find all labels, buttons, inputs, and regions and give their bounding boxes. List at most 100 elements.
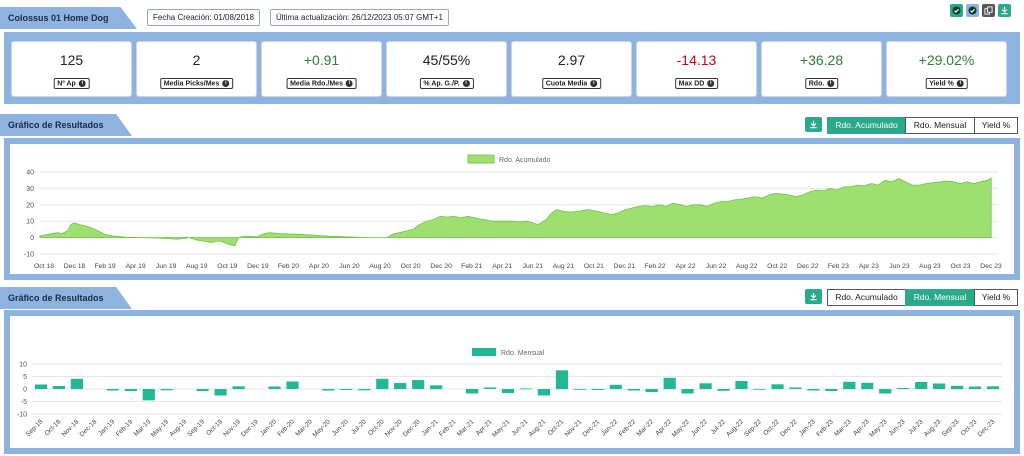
section1-title: Gráfico de Resultados — [0, 114, 132, 136]
bar — [825, 389, 838, 391]
x-tick-label: Sep-22 — [743, 418, 763, 438]
x-tick-label: Feb 23 — [828, 263, 849, 270]
bar — [986, 386, 1000, 390]
info-icon[interactable]: i — [707, 80, 715, 87]
stat-card: +29.02% Yield % i — [886, 41, 1007, 97]
y-tick-label: 0 — [23, 387, 27, 394]
legend-swatch — [467, 154, 495, 164]
x-tick-label: Dec 19 — [247, 263, 269, 270]
section1-download-button[interactable] — [805, 117, 822, 132]
check-icon[interactable] — [950, 4, 963, 17]
bar — [268, 386, 281, 389]
bar — [501, 389, 515, 393]
info-icon[interactable]: i — [590, 80, 598, 87]
x-tick-label: Oct 23 — [950, 263, 970, 270]
x-tick-label: Jun 21 — [523, 263, 544, 270]
x-tick-label: Nov-20 — [384, 418, 404, 438]
stat-value: 2 — [192, 52, 201, 68]
stat-label[interactable]: Yield % i — [925, 78, 968, 90]
chart2-panel: Rdo. Mensual -10 -5 0 5 10 Sep-18 Oct-18 Nov-18 D… — [4, 310, 1020, 454]
info-icon[interactable]: i — [462, 80, 470, 87]
stat-value: +0.91 — [303, 52, 340, 68]
stat-label[interactable]: Nº Ap i — [53, 78, 90, 90]
x-tick-label: May-23 — [868, 418, 889, 439]
bar — [573, 389, 586, 390]
bar — [735, 381, 748, 389]
x-tick-label: Jan-22 — [600, 418, 619, 437]
bar — [951, 385, 964, 390]
x-tick-label: Dec 18 — [64, 263, 86, 270]
bar — [466, 389, 479, 394]
info-icon[interactable]: i — [78, 80, 86, 87]
stat-label[interactable]: Max DD i — [674, 78, 719, 90]
tab-yield[interactable]: Yield % — [974, 117, 1018, 134]
x-tick-label: May-20 — [312, 418, 333, 439]
area-series — [39, 177, 992, 247]
x-tick-label: Apr 21 — [492, 263, 512, 270]
legend-swatch — [472, 348, 496, 356]
bar — [968, 386, 982, 389]
x-tick-label: Dec-18 — [79, 418, 99, 438]
stat-label[interactable]: Cuota Media i — [541, 78, 602, 90]
stat-value: -14.13 — [676, 52, 717, 68]
x-tick-label: May-22 — [671, 418, 692, 439]
bar — [717, 389, 730, 391]
bar — [34, 384, 48, 389]
info-icon[interactable]: i — [956, 80, 964, 87]
stat-label-text: % Ap. G./P. — [423, 80, 460, 88]
x-tick-label: Mar-22 — [636, 418, 656, 438]
x-tick-label: Apr 19 — [126, 263, 146, 270]
bar — [52, 386, 65, 389]
x-tick-label: Oct-23 — [960, 418, 979, 437]
tab-rdo-acumulado[interactable]: Rdo. Acumulado — [827, 117, 906, 134]
verified-icon[interactable] — [966, 4, 979, 17]
last-update: Última actualización: 26/12/2023 05:07 G… — [270, 9, 449, 26]
stat-label[interactable]: Media Rdo./Mes i — [286, 78, 357, 90]
info-icon[interactable]: i — [827, 80, 835, 87]
x-tick-label: Aug 23 — [919, 263, 941, 270]
x-tick-label: Nov-19 — [222, 418, 242, 438]
bar — [537, 389, 550, 396]
download-icon[interactable] — [998, 4, 1011, 17]
tab-rdo-mensual[interactable]: Rdo. Mensual — [905, 117, 975, 134]
tab-rdo-acumulado-2[interactable]: Rdo. Acumulado — [827, 289, 906, 306]
bar — [771, 384, 784, 390]
stat-label[interactable]: % Ap. G./P. i — [419, 78, 474, 90]
bar — [340, 389, 353, 390]
bar — [232, 386, 245, 390]
stat-label[interactable]: Rdo. i — [804, 78, 839, 90]
y-tick-label: 0 — [30, 235, 34, 242]
stat-value: 125 — [59, 52, 84, 68]
x-tick-label: Jun-22 — [690, 418, 709, 437]
info-icon[interactable]: i — [222, 80, 230, 87]
tab-rdo-mensual-2[interactable]: Rdo. Mensual — [905, 289, 975, 306]
x-tick-label: Dec-21 — [581, 418, 601, 438]
x-tick-label: Mar-21 — [456, 418, 476, 438]
x-tick-label: Oct 22 — [767, 263, 787, 270]
x-tick-label: Oct 21 — [584, 263, 604, 270]
x-tick-label: Oct 20 — [401, 263, 421, 270]
x-tick-label: Feb 20 — [278, 263, 299, 270]
tab-yield-2[interactable]: Yield % — [974, 289, 1018, 306]
x-tick-label: Sep-19 — [186, 418, 206, 438]
info-icon[interactable]: i — [345, 80, 353, 87]
stat-card: +36.28 Rdo. i — [761, 41, 882, 97]
copy-icon[interactable] — [982, 4, 995, 17]
bar — [591, 389, 604, 390]
x-tick-label: Jun 19 — [156, 263, 177, 270]
bar — [214, 389, 227, 396]
bar — [286, 381, 299, 389]
section2-download-button[interactable] — [805, 289, 822, 304]
x-tick-label: Apr 23 — [859, 263, 879, 270]
stat-label[interactable]: Media Picks/Mes i — [159, 78, 234, 90]
x-tick-label: Aug-21 — [528, 418, 548, 438]
y-tick-label: -10 — [17, 412, 27, 419]
y-tick-label: 10 — [26, 219, 34, 226]
x-tick-label: Aug-19 — [168, 418, 188, 438]
stat-value: +29.02% — [918, 52, 975, 68]
bar — [627, 389, 640, 391]
bar — [915, 382, 928, 389]
bar — [879, 389, 892, 394]
y-tick-label: 10 — [19, 362, 27, 369]
